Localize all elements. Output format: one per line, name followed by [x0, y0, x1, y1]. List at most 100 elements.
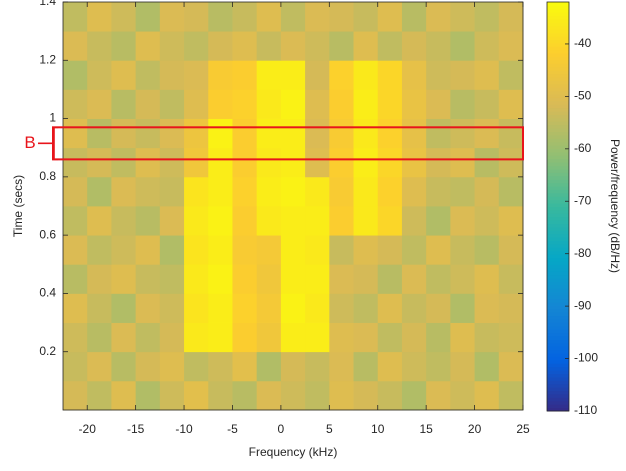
colorbar-swatch [547, 261, 569, 265]
heatmap-cell [184, 206, 209, 236]
heatmap-cell [63, 118, 88, 149]
heatmap-cell [329, 176, 354, 207]
heatmap-cell [305, 380, 330, 411]
heatmap-cell [159, 147, 185, 178]
heatmap-cell [377, 351, 403, 382]
heatmap-cell [329, 293, 354, 323]
colorbar-swatch [547, 250, 569, 255]
heatmap-cell [329, 118, 354, 149]
heatmap-cell [498, 31, 524, 61]
heatmap-cell [353, 293, 379, 323]
heatmap-cell [208, 293, 233, 323]
colorbar-swatch [547, 111, 569, 115]
heatmap-cell [135, 31, 161, 61]
heatmap-cell [305, 118, 330, 149]
colorbar-swatch [547, 70, 569, 75]
heatmap-cell [401, 118, 427, 149]
heatmap-cell [377, 380, 403, 411]
heatmap-cell [256, 176, 282, 207]
heatmap-cell [329, 235, 354, 265]
heatmap-cell [208, 118, 233, 149]
heatmap-cell [377, 60, 403, 90]
colorbar-swatch [547, 274, 569, 279]
heatmap-cell [256, 31, 282, 61]
colorbar-swatch [547, 134, 569, 139]
heatmap-cell [135, 264, 161, 294]
heatmap-cell [256, 89, 282, 119]
heatmap-cell [256, 2, 282, 32]
colorbar-swatch [547, 131, 569, 136]
heatmap-cell [329, 322, 354, 353]
heatmap-cell [232, 264, 258, 294]
heatmap-cell [159, 89, 185, 119]
heatmap-cell [474, 147, 500, 178]
heatmap-cell [63, 206, 88, 236]
heatmap-cell [474, 118, 500, 149]
heatmap-cell [232, 118, 258, 149]
heatmap-cell [63, 89, 88, 119]
heatmap-cell [498, 147, 524, 178]
heatmap-cell [426, 235, 451, 265]
colorbar-swatch [547, 145, 569, 150]
heatmap-cell [305, 264, 330, 294]
heatmap-cell [474, 206, 500, 236]
heatmap-cell [111, 176, 137, 207]
heatmap-cell [377, 235, 403, 265]
x-tick-label: 15 [419, 422, 433, 436]
colorbar-tick-label: -40 [574, 36, 592, 50]
colorbar-swatch [547, 165, 569, 170]
colorbar-swatch [547, 363, 569, 368]
heatmap-cell [498, 322, 524, 353]
heatmap-cell [135, 351, 161, 382]
heatmap-cell [401, 293, 427, 323]
colorbar-tick-label: -60 [574, 141, 592, 155]
heatmap-cell [498, 89, 524, 119]
heatmap-cell [111, 264, 137, 294]
heatmap-cell [401, 351, 427, 382]
heatmap-cell [135, 2, 161, 32]
heatmap-cell [401, 380, 427, 411]
heatmap-cell [474, 89, 500, 119]
heatmap-cell [111, 206, 137, 236]
heatmap-cell [280, 293, 306, 323]
heatmap-cell [111, 147, 137, 178]
colorbar-swatch [547, 124, 569, 129]
heatmap-cell [135, 60, 161, 90]
colorbar-swatch [547, 230, 569, 235]
colorbar-swatch [547, 220, 569, 225]
heatmap-cell [135, 322, 161, 353]
highlight-bracket [38, 126, 58, 161]
heatmap-cell [208, 206, 233, 236]
heatmap-cell [87, 89, 112, 119]
colorbar-swatch [547, 117, 569, 122]
heatmap-cell [401, 2, 427, 32]
heatmap-cell [353, 176, 379, 207]
colorbar-swatch [547, 243, 569, 248]
colorbar-swatch [547, 121, 569, 126]
heatmap-cell [498, 2, 524, 32]
heatmap-cell [232, 147, 258, 178]
heatmap-cell [305, 2, 330, 32]
heatmap-cell [377, 293, 403, 323]
heatmap-cell [208, 264, 233, 294]
heatmap-cell [256, 322, 282, 353]
heatmap-cell [232, 176, 258, 207]
heatmap-cell [353, 322, 379, 353]
heatmap-cell [450, 2, 475, 32]
colorbar-swatch [547, 39, 569, 44]
heatmap-cell [474, 293, 500, 323]
heatmap-cell [474, 176, 500, 207]
colorbar-swatch [547, 322, 569, 327]
y-tick-label: 0.6 [39, 227, 56, 241]
colorbar-swatch [547, 87, 569, 92]
heatmap-cell [208, 2, 233, 32]
colorbar-swatch [547, 107, 569, 112]
heatmap-cell [329, 147, 354, 178]
heatmap-cell [426, 322, 451, 353]
colorbar-swatch [547, 233, 569, 238]
colorbar-swatch [547, 346, 569, 351]
heatmap-cell [426, 118, 451, 149]
x-tick-label: -15 [127, 422, 145, 436]
colorbar-swatch [547, 295, 569, 300]
